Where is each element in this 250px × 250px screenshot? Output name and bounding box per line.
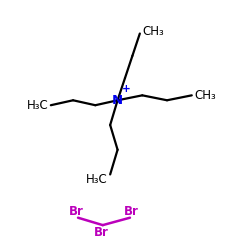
Text: CH₃: CH₃ — [142, 24, 164, 38]
Text: H₃C: H₃C — [86, 173, 108, 186]
Text: Br: Br — [94, 226, 109, 239]
Text: +: + — [122, 84, 130, 94]
Text: Br: Br — [124, 205, 138, 218]
Text: H₃C: H₃C — [26, 99, 48, 112]
Text: CH₃: CH₃ — [194, 89, 216, 102]
Text: Br: Br — [69, 205, 84, 218]
Text: N: N — [112, 94, 123, 107]
